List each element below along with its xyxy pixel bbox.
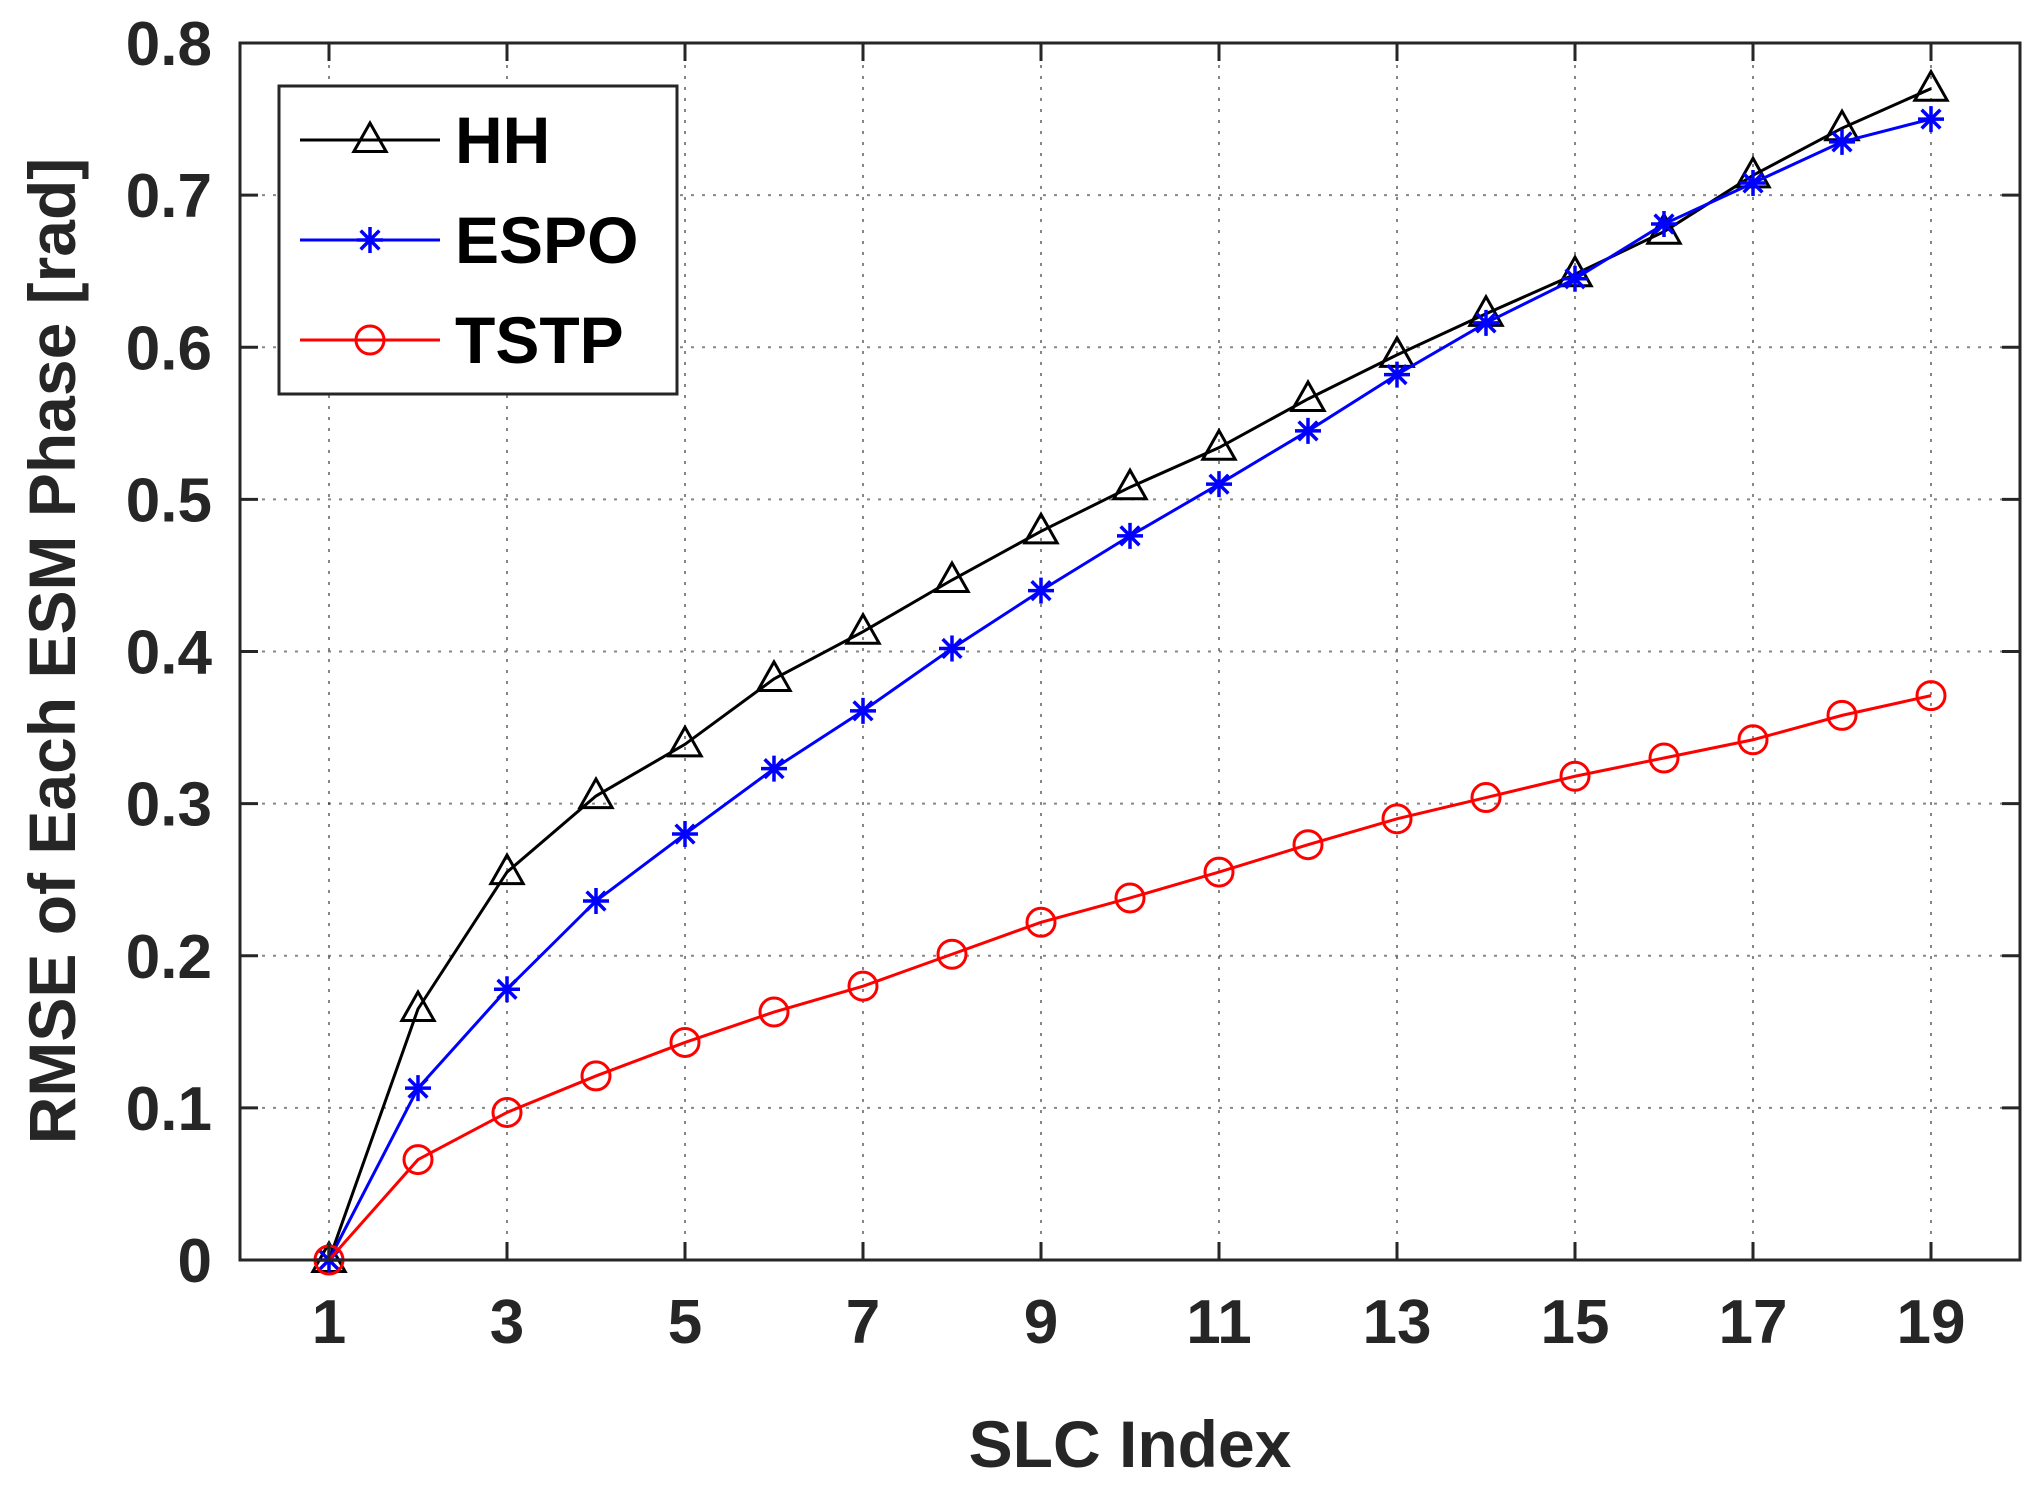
- x-tick-labels: 1 3 5 7 9 11 13 15 17 19: [312, 1288, 1966, 1357]
- y-tick-label: 0: [178, 1227, 212, 1296]
- y-axis-label: RMSE of Each ESM Phase [rad]: [15, 158, 89, 1145]
- series-espo: [316, 106, 1944, 1273]
- legend: HH ESPO TSTP: [277, 84, 679, 396]
- legend-item-espo: ESPO: [300, 203, 638, 277]
- data-point-espo: [1206, 471, 1232, 498]
- legend-label-tstp: TSTP: [455, 303, 624, 377]
- data-point-espo: [939, 635, 965, 662]
- data-point-tstp: [1470, 782, 1502, 814]
- data-point-tstp: [1648, 742, 1680, 774]
- data-point-tstp: [1203, 856, 1235, 888]
- data-point-hh: [844, 611, 882, 645]
- x-tick-label: 19: [1897, 1288, 1966, 1357]
- x-tick-label: 3: [490, 1288, 524, 1357]
- data-point-tstp: [936, 938, 968, 970]
- x-axis-label: SLC Index: [969, 1407, 1292, 1481]
- data-point-tstp: [1737, 724, 1769, 756]
- y-tick-label: 0.4: [126, 619, 213, 688]
- data-point-hh: [488, 852, 526, 886]
- data-point-tstp: [758, 996, 790, 1028]
- legend-label-espo: ESPO: [455, 203, 638, 277]
- series-line-tstp: [327, 694, 1932, 1261]
- data-point-espo: [1651, 211, 1677, 238]
- y-tick-label: 0.6: [126, 314, 212, 383]
- data-point-tstp: [847, 970, 879, 1002]
- series-hh: [310, 68, 1950, 1274]
- data-point-espo: [1562, 265, 1588, 292]
- data-point-tstp: [1915, 680, 1947, 712]
- ticks: [240, 41, 2020, 1262]
- data-point-espo: [850, 697, 876, 724]
- x-tick-label: 9: [1024, 1288, 1058, 1357]
- x-tick-label: 15: [1541, 1288, 1610, 1357]
- x-tick-label: 5: [668, 1288, 702, 1357]
- data-point-hh: [577, 775, 615, 810]
- data-point-espo: [761, 755, 787, 782]
- data-point-espo: [1384, 361, 1410, 388]
- data-point-hh: [933, 559, 971, 594]
- data-point-espo: [1829, 128, 1855, 155]
- x-tick-label: 11: [1186, 1288, 1252, 1357]
- legend-label-hh: HH: [455, 103, 550, 177]
- y-tick-label: 0.5: [126, 466, 212, 535]
- data-point-tstp: [580, 1060, 612, 1092]
- data-point-tstp: [1292, 829, 1324, 861]
- data-point-espo: [672, 821, 698, 848]
- data-point-espo: [405, 1075, 431, 1102]
- data-point-tstp: [1025, 906, 1057, 938]
- x-tick-label: 7: [846, 1288, 880, 1357]
- data-point-hh: [1111, 467, 1149, 501]
- data-point-hh: [1200, 427, 1238, 461]
- y-tick-labels: 0 0.1 0.2 0.3 0.4 0.5 0.6 0.7 0.8: [126, 10, 213, 1296]
- data-point-hh: [1022, 511, 1060, 545]
- data-point-tstp: [402, 1144, 434, 1176]
- data-point-hh: [666, 724, 704, 758]
- x-tick-label: 17: [1719, 1288, 1788, 1357]
- data-point-espo: [494, 976, 520, 1003]
- data-point-espo: [583, 887, 609, 914]
- y-tick-label: 0.2: [126, 923, 212, 992]
- data-point-tstp: [1381, 803, 1413, 835]
- series-layer: [310, 68, 1950, 1276]
- data-point-espo: [1295, 417, 1321, 444]
- legend-marker-hh: [351, 119, 389, 154]
- y-tick-label: 0.8: [126, 10, 212, 79]
- y-tick-label: 0.3: [126, 771, 212, 840]
- data-point-tstp: [491, 1096, 523, 1128]
- data-point-espo: [1918, 106, 1944, 133]
- data-point-hh: [755, 658, 793, 692]
- data-point-tstp: [1826, 699, 1858, 731]
- legend-item-hh: HH: [300, 103, 550, 177]
- data-point-hh: [1912, 68, 1950, 102]
- data-point-tstp: [1559, 760, 1591, 792]
- y-tick-label: 0.7: [126, 162, 212, 231]
- data-point-espo: [1028, 577, 1054, 604]
- y-tick-label: 0.1: [126, 1075, 212, 1144]
- series-tstp: [313, 680, 1947, 1276]
- data-point-espo: [1117, 522, 1143, 549]
- legend-marker-espo: [357, 227, 383, 253]
- data-point-espo: [1740, 169, 1766, 196]
- data-point-tstp: [669, 1026, 701, 1058]
- data-point-hh: [1289, 378, 1327, 413]
- x-tick-label: 1: [312, 1288, 346, 1357]
- data-point-espo: [1473, 309, 1499, 336]
- data-point-tstp: [1114, 882, 1146, 914]
- data-point-hh: [399, 988, 437, 1023]
- x-tick-label: 13: [1363, 1288, 1432, 1357]
- legend-item-tstp: TSTP: [300, 303, 624, 377]
- legend-marker-tstp: [354, 324, 386, 356]
